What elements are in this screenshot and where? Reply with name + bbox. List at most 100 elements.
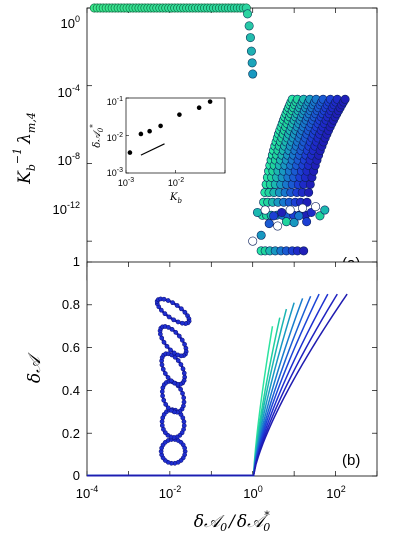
b-series-line (86, 293, 329, 477)
vesicle-shape (154, 296, 192, 326)
vesicle-bead (169, 327, 175, 332)
inset-y-axis-label: δ𝒜0* (89, 124, 105, 148)
cluster-point (273, 221, 283, 231)
panel-a-curve-points (248, 94, 350, 256)
vesicle-bead (162, 311, 168, 317)
b-series-line (86, 302, 295, 477)
vesicle-bead (158, 307, 164, 313)
b-series-line (86, 295, 312, 477)
inset-xtick-label-0: 10-3 (118, 177, 134, 188)
curve-point (299, 246, 309, 256)
panel-b-tag: (b) (342, 452, 360, 469)
b-xtick-label-2: 100 (243, 484, 262, 501)
cluster-point (281, 217, 291, 227)
panel-a: 100 10-4 10-8 10-12 Kb−1λm,4 (a) 10-1 10… (11, 3, 378, 281)
vesicle-shape (157, 324, 189, 359)
a-y-axis-label: Kb−1λm,4 (11, 112, 38, 185)
b-ytick-label-5: 1 (73, 254, 80, 269)
inset-point (196, 105, 202, 111)
vesicle-bead (161, 296, 167, 302)
cluster-point (298, 203, 308, 213)
b-series-line (86, 293, 320, 477)
panel-a-plateau-points (89, 3, 258, 79)
vesicle-bead (178, 386, 183, 392)
plateau-drop-point (248, 69, 258, 79)
inset-x-axis-label: Kb (169, 192, 182, 205)
vesicle-shape (159, 351, 188, 387)
vesicle-bead (171, 350, 177, 356)
vesicle-bead (182, 309, 188, 315)
cluster-point (277, 207, 287, 217)
a-ytick-label-3: 10-12 (53, 200, 80, 217)
cluster-point (289, 218, 299, 228)
vesicle-bead (164, 343, 170, 349)
cluster-point (320, 205, 330, 215)
vesicle-bead (165, 298, 171, 303)
inset-ytick-label-2: 10-3 (107, 167, 123, 178)
inset: 10-1 10-2 10-3 10-3 10-2 Kb δ𝒜0* (89, 96, 226, 205)
vesicle-bead (171, 317, 177, 323)
cluster-point (256, 230, 266, 240)
vesicle-shape (158, 437, 188, 466)
vesicle-bead (168, 347, 173, 353)
vesicle-bead (170, 300, 175, 305)
curve-point (340, 94, 350, 104)
b-series-line (86, 293, 348, 477)
b-series-line (86, 298, 304, 477)
cluster-point (294, 211, 304, 221)
a-ytick-label-2: 10-8 (58, 151, 80, 168)
vesicle-bead (163, 401, 169, 407)
vesicle-bead (178, 362, 184, 367)
b-ytick-label-1: 0.2 (62, 426, 80, 441)
inset-point (147, 128, 152, 134)
inset-xtick-label-1: 10-2 (168, 177, 184, 188)
inset-point (177, 112, 182, 117)
inset-point (158, 123, 163, 129)
cluster-point (260, 205, 270, 215)
a-ytick-label-0: 100 (61, 14, 80, 31)
vesicle-bead (180, 366, 186, 372)
curve-point (304, 187, 314, 197)
a-ytick-label-1: 10-4 (58, 83, 80, 100)
b-series-line (86, 293, 338, 477)
vesicle-bead (176, 333, 182, 339)
vesicle-bead (168, 378, 174, 384)
inset-ytick-label-1: 10-2 (107, 132, 123, 143)
vesicle-bead (166, 314, 172, 320)
plateau-drop-point (243, 9, 253, 19)
inset-points (127, 99, 213, 155)
b-ytick-label-2: 0.4 (62, 383, 80, 398)
vesicle-bead (165, 405, 171, 411)
b-ytick-label-4: 0.8 (62, 297, 80, 312)
vesicle-bead (160, 393, 165, 399)
vesicle-bead (174, 303, 180, 308)
inset-point (127, 150, 133, 155)
b-series-line (86, 308, 288, 477)
inset-reference-line (140, 143, 165, 156)
vesicle-shape (159, 407, 187, 440)
vesicle-bead (180, 415, 186, 421)
b-ytick-label-3: 0.6 (62, 340, 80, 355)
vesicle-bead (162, 371, 168, 376)
vesicle-bead (165, 375, 171, 380)
cluster-point (269, 211, 279, 221)
panel-b-series-lines (86, 293, 348, 477)
plateau-drop-point (245, 33, 255, 43)
b-series-line (86, 326, 274, 477)
vesicle-bead (161, 397, 167, 403)
vesicle-bead (179, 337, 185, 343)
cluster-point (252, 207, 262, 217)
cluster-point (285, 205, 295, 215)
b-x-axis-label: δ𝒜0/δ𝒜0* (194, 509, 270, 534)
vesicle-bead (160, 366, 166, 372)
cluster-point (264, 219, 274, 229)
vesicle-bead (180, 391, 185, 396)
inset-ticks (125, 97, 226, 174)
panel-b-frame (86, 261, 378, 477)
vesicle-bead (179, 306, 184, 312)
b-xtick-label-1: 10-2 (159, 484, 181, 501)
cluster-point (311, 202, 321, 212)
vesicle-bead (175, 319, 181, 325)
panel-b-vesicle-shapes (154, 296, 192, 466)
